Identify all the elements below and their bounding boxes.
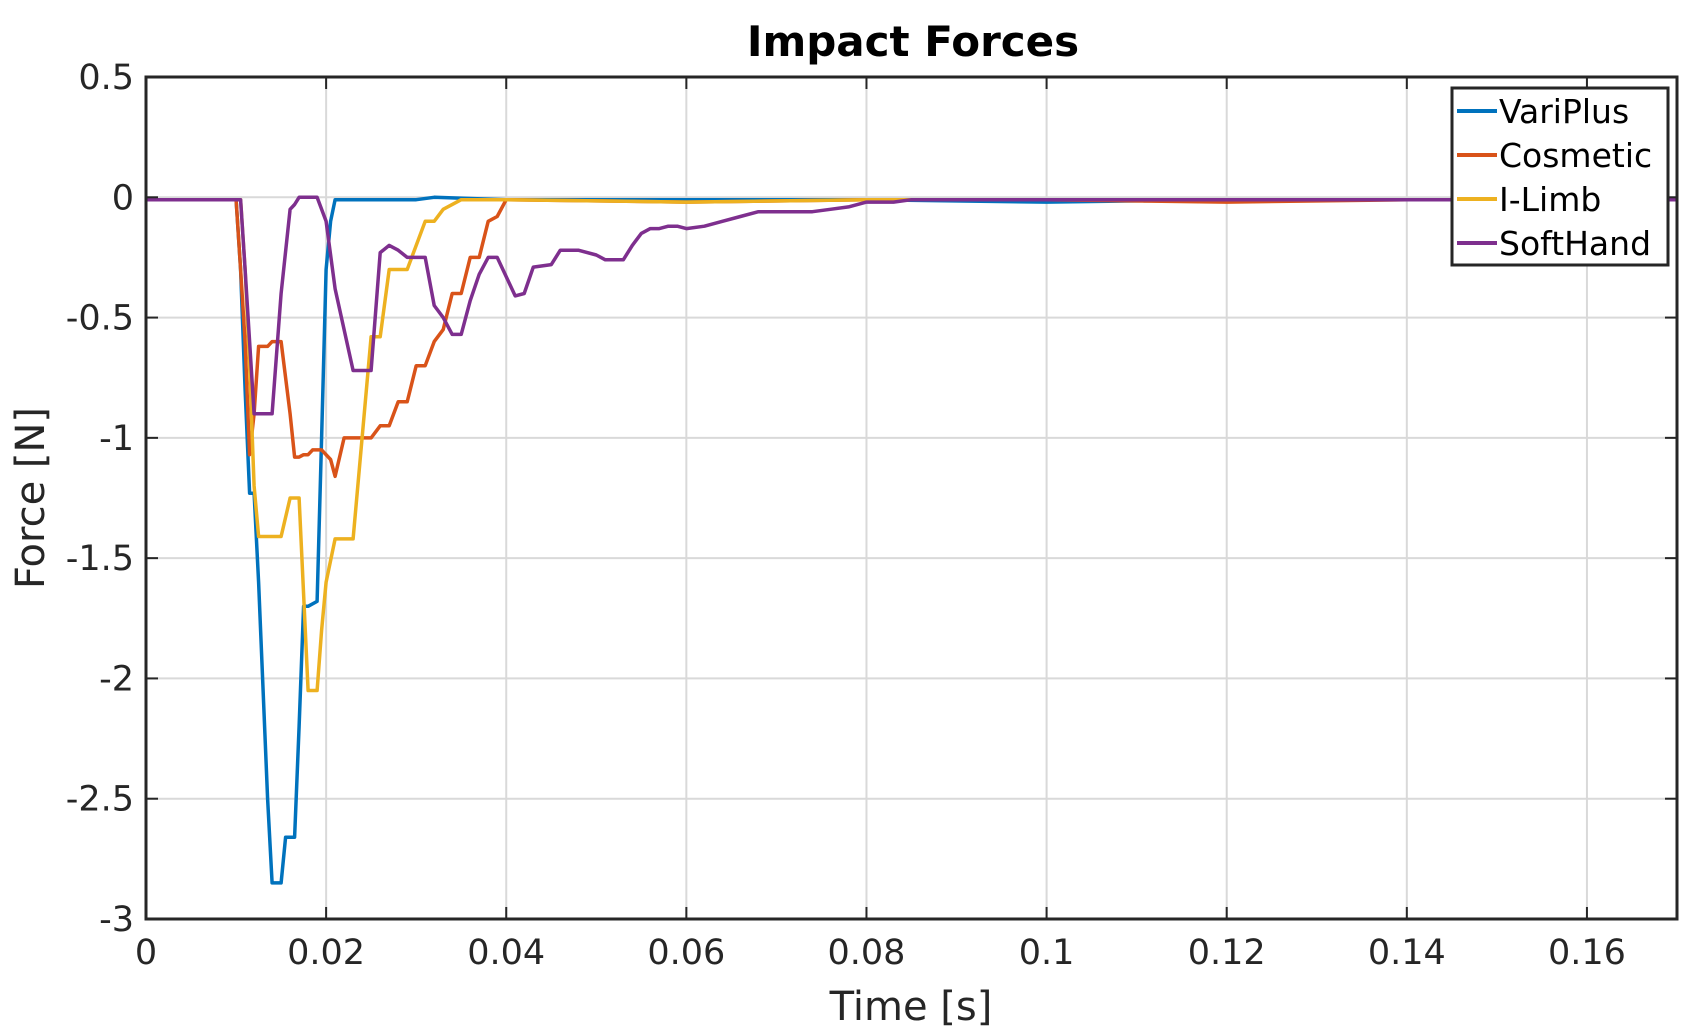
x-tick-label: 0 <box>135 933 157 973</box>
y-tick-label: -3 <box>99 900 134 940</box>
legend: VariPlus Cosmetic I-Limb SoftHand <box>1450 86 1670 267</box>
plot-frame <box>144 75 1679 921</box>
legend-label-i-limb: I-Limb <box>1499 180 1601 219</box>
y-tick-label: -1 <box>99 419 134 459</box>
grid-lines <box>146 77 1677 919</box>
legend-box <box>1450 86 1670 267</box>
chart-title: Impact Forces <box>747 17 1079 66</box>
series-lines <box>146 195 1677 885</box>
x-tick-label: 0.12 <box>1188 933 1266 973</box>
series-line-i-limb <box>146 197 1677 693</box>
legend-label-softhand: SoftHand <box>1499 224 1651 263</box>
y-tick-label: -2 <box>99 659 134 699</box>
x-tick-label: 0.06 <box>647 933 725 973</box>
x-tick-label: 0.02 <box>287 933 365 973</box>
x-axis-label: Time [s] <box>829 984 993 1026</box>
series-line-softhand <box>146 195 1677 416</box>
x-tick-label: 0.14 <box>1368 933 1446 973</box>
x-tick-label: 0.04 <box>467 933 545 973</box>
legend-label-cosmetic: Cosmetic <box>1499 136 1652 175</box>
y-tick-label: -0.5 <box>66 299 134 339</box>
x-tick-label: 0.08 <box>828 933 906 973</box>
y-tick-label: 0.5 <box>78 58 134 98</box>
x-tick-label: 0.16 <box>1548 933 1626 973</box>
y-axis-label: Force [N] <box>8 407 54 589</box>
x-tick-label: 0.1 <box>1019 933 1075 973</box>
y-tick-label: 0 <box>112 178 134 218</box>
legend-label-variplus: VariPlus <box>1499 92 1629 131</box>
y-tick-label: -2.5 <box>66 780 134 820</box>
y-tick-label: -1.5 <box>66 539 134 579</box>
series-line-cosmetic <box>146 197 1677 479</box>
axis-ticks: 0 0.02 0.04 0.06 0.08 0.1 0.12 0.14 0.16 0.5 0 -0.5… <box>66 58 1677 973</box>
plot-background <box>146 77 1677 919</box>
